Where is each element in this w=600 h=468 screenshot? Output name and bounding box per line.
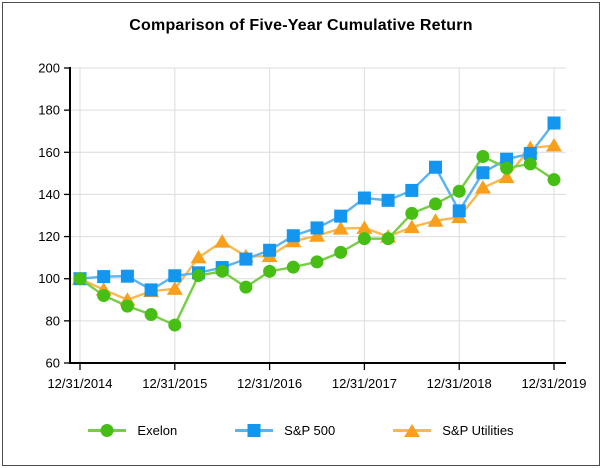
- svg-text:12/31/2018: 12/31/2018: [427, 376, 492, 391]
- svg-text:100: 100: [38, 271, 60, 286]
- svg-text:12/31/2015: 12/31/2015: [142, 376, 207, 391]
- sp-utilities-triangle-marker-icon: [393, 423, 432, 438]
- svg-text:140: 140: [38, 187, 60, 202]
- svg-text:60: 60: [46, 356, 60, 371]
- svg-text:180: 180: [38, 103, 60, 118]
- sp500-square-marker-icon: [235, 423, 274, 438]
- y-axis-labels: 60 80 100 120 140 160 180 200: [38, 61, 60, 371]
- exelon-circle-marker-icon: [88, 423, 127, 438]
- svg-text:12/31/2019: 12/31/2019: [521, 376, 586, 391]
- svg-text:120: 120: [38, 229, 60, 244]
- x-axis-labels: 12/31/2014 12/31/2015 12/31/2016 12/31/2017…: [47, 376, 586, 391]
- legend-label: S&P 500: [284, 422, 336, 438]
- legend-item-exelon: Exelon: [88, 423, 177, 438]
- legend-label: S&P Utilities: [442, 422, 514, 438]
- series-exelon: [73, 150, 561, 332]
- legend-item-sp500: S&P 500: [235, 423, 335, 438]
- series-s-p-500: [73, 116, 561, 297]
- legend-item-sp-utilities: S&P Utilities: [393, 422, 514, 438]
- svg-text:160: 160: [38, 145, 60, 160]
- svg-text:80: 80: [46, 313, 60, 328]
- axes: [69, 67, 566, 364]
- svg-text:12/31/2014: 12/31/2014: [47, 376, 112, 391]
- svg-text:12/31/2017: 12/31/2017: [332, 376, 397, 391]
- legend-label: Exelon: [137, 422, 178, 438]
- chart-title: Comparison of Five-Year Cumulative Retur…: [129, 17, 473, 34]
- axis-ticks: [64, 67, 555, 370]
- svg-text:200: 200: [38, 61, 60, 76]
- gridlines: [70, 67, 566, 363]
- chart-legend: Exelon S&P 500 S&P Utilities: [3, 415, 599, 445]
- svg-text:12/31/2016: 12/31/2016: [237, 376, 302, 391]
